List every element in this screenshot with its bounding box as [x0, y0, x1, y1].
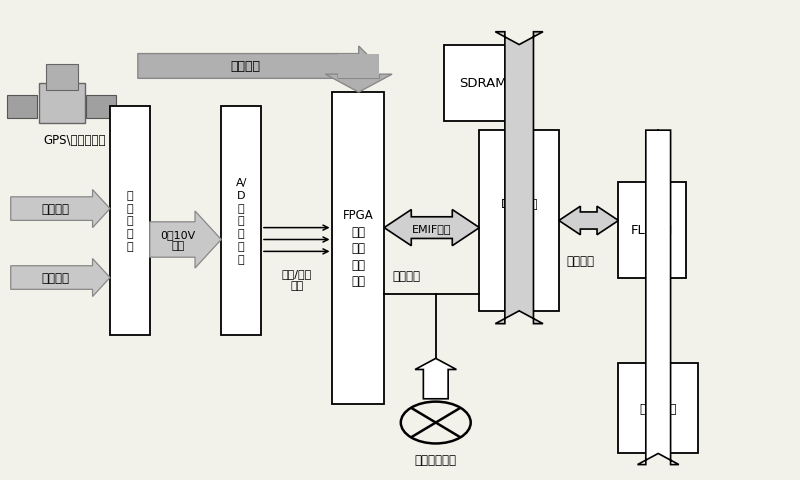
Bar [110, 107, 150, 335]
Text: DSP数字
信号处
理器: DSP数字 信号处 理器 [501, 198, 538, 244]
Text: FLASH: FLASH [631, 224, 674, 237]
Bar [444, 46, 523, 121]
Polygon shape [384, 210, 479, 246]
Polygon shape [638, 131, 679, 465]
Polygon shape [10, 259, 110, 297]
Text: 信号输出: 信号输出 [392, 270, 420, 283]
Bar [618, 363, 698, 454]
Bar [338, 54, 379, 79]
Bar [46, 64, 78, 91]
Polygon shape [495, 33, 543, 324]
Text: 线路电流: 线路电流 [41, 203, 69, 216]
Bar [86, 96, 116, 119]
Text: 隔
离
互
感
器: 隔 离 互 感 器 [126, 191, 134, 252]
Text: 对时信号: 对时信号 [230, 60, 260, 73]
Polygon shape [150, 212, 222, 268]
Polygon shape [415, 359, 457, 399]
Text: 零序电压: 零序电压 [41, 272, 69, 285]
Text: 指示、跳闸等: 指示、跳闸等 [414, 453, 457, 466]
Bar [479, 131, 559, 311]
Bar [618, 183, 686, 278]
Text: 数据/地址
总线: 数据/地址 总线 [282, 268, 312, 291]
Polygon shape [326, 75, 392, 93]
Text: EMIF总线: EMIF总线 [412, 223, 451, 233]
Text: SDRAM: SDRAM [460, 77, 507, 90]
Text: GPS\北斗卫星等: GPS\北斗卫星等 [43, 133, 106, 146]
Text: A/
D
模
数
转
换
器: A/ D 模 数 转 换 器 [235, 178, 246, 264]
Text: FPGA
现场
可编
程门
阵列: FPGA 现场 可编 程门 阵列 [343, 209, 374, 288]
Bar [222, 107, 261, 335]
Text: 0～10V
电压: 0～10V 电压 [160, 229, 195, 251]
Text: 中央管理机: 中央管理机 [639, 402, 677, 415]
Polygon shape [138, 47, 378, 87]
Polygon shape [10, 190, 110, 228]
Bar [38, 84, 85, 124]
Bar [6, 96, 37, 119]
Bar [333, 93, 384, 404]
Text: 高速总线: 高速总线 [567, 255, 595, 268]
Polygon shape [559, 207, 618, 235]
